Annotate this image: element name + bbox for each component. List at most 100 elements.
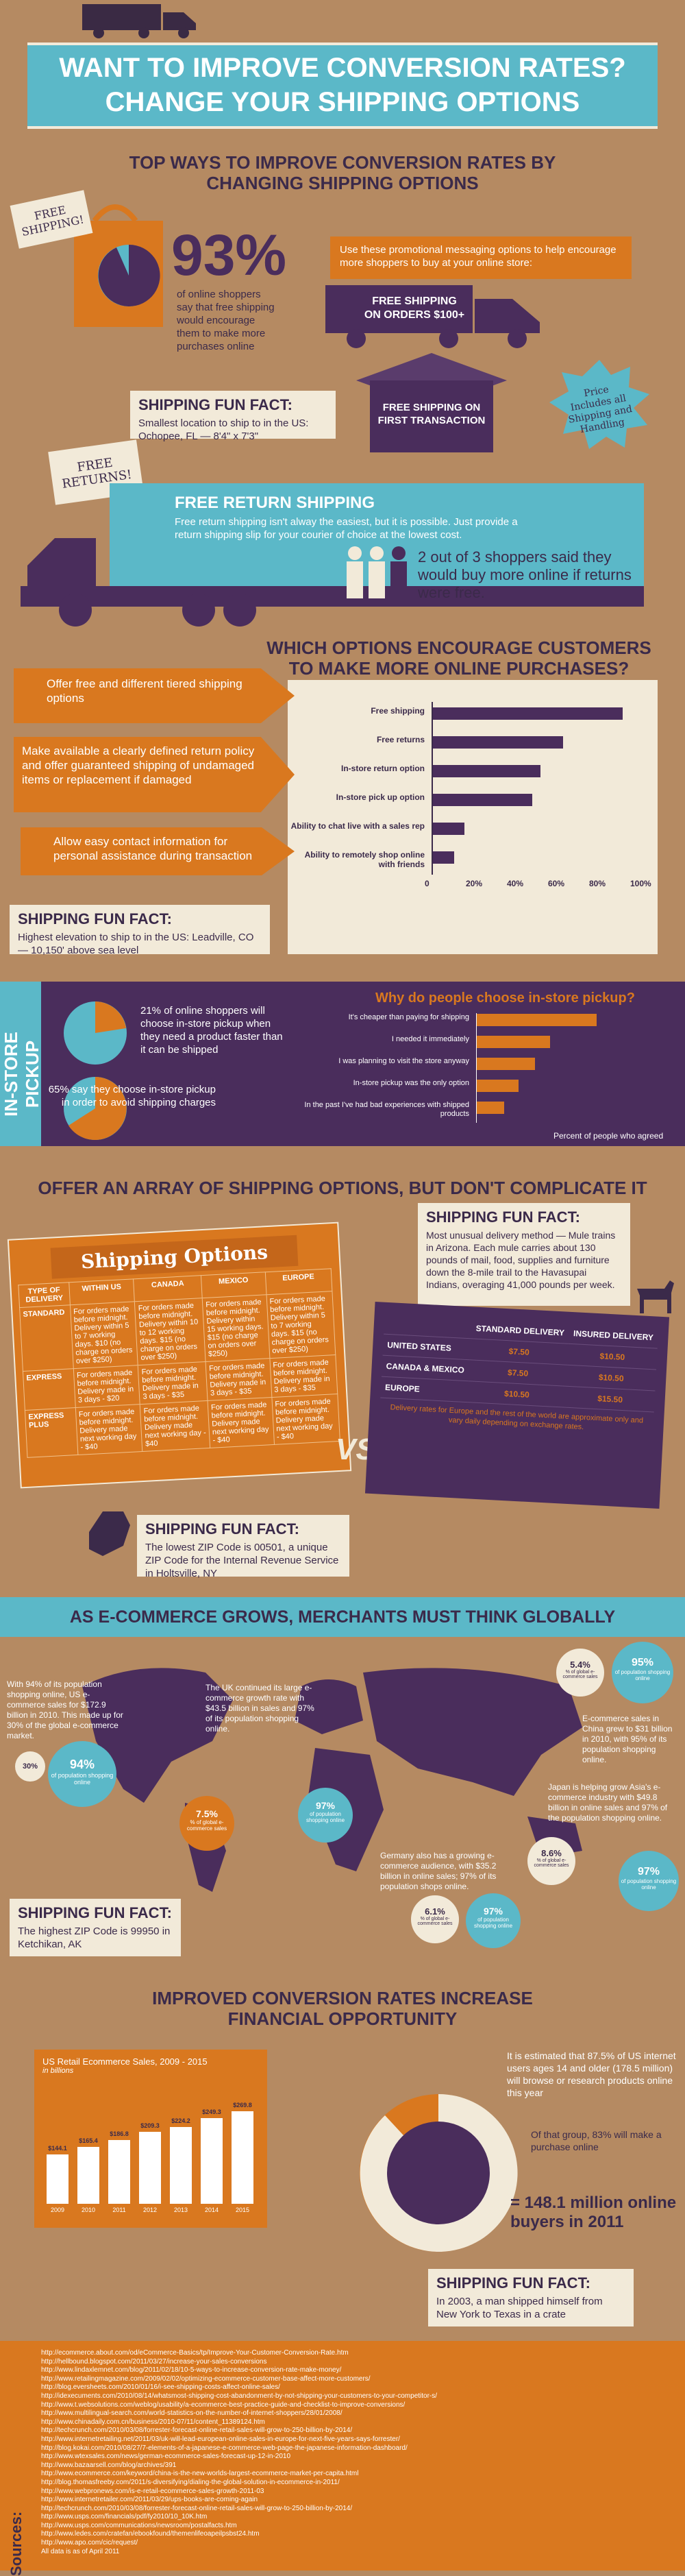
page-title-line1: WANT TO IMPROVE CONVERSION RATES? bbox=[59, 53, 626, 83]
source-link[interactable]: http://www.t.websolutions.com/weblog/usa… bbox=[41, 2401, 406, 2409]
new-york-icon bbox=[82, 1505, 137, 1559]
financial-stat-2: Of that group, 83% will make a purchase … bbox=[531, 2129, 662, 2152]
japan-pct1-badge: 8.6% % of global e-commerce sales bbox=[527, 1837, 575, 1885]
options-tick-label: 40% bbox=[507, 879, 524, 888]
source-link[interactable]: http://www.usps.com/financials/pdf/fy201… bbox=[41, 2513, 208, 2521]
germany-pct2-badge: 97% of population shopping online bbox=[466, 1893, 521, 1948]
sales-year-label: 2014 bbox=[204, 2207, 219, 2213]
fun-fact-4: SHIPPING FUN FACT: The lowest ZIP Code i… bbox=[137, 1515, 349, 1579]
options-tip-1: Offer free and different tiered shipping… bbox=[14, 668, 295, 723]
options-bar bbox=[432, 851, 454, 864]
options-bar bbox=[432, 707, 623, 720]
instore-category-label: I was planning to visit the store anyway bbox=[338, 1057, 469, 1065]
sales-value-label: $269.8 bbox=[233, 2102, 252, 2109]
truck-icon bbox=[82, 4, 196, 38]
options-category-label: Free shipping bbox=[371, 706, 425, 716]
options-tip-2: Make available a clearly defined return … bbox=[14, 737, 295, 812]
sales-value-label: $144.1 bbox=[48, 2144, 67, 2152]
options-bar bbox=[432, 823, 464, 835]
fun-fact-5: SHIPPING FUN FACT: The highest ZIP Code … bbox=[10, 1899, 181, 1956]
sales-value-label: $165.4 bbox=[79, 2137, 98, 2145]
fun-fact-2: SHIPPING FUN FACT: Highest elevation to … bbox=[10, 905, 270, 956]
sales-value-label: $249.3 bbox=[202, 2109, 221, 2116]
source-link[interactable]: http://www.bazaarsell.com/blog/archives/… bbox=[41, 2461, 177, 2469]
source-link[interactable]: http://idexecuments.com/2010/08/14/whats… bbox=[41, 2392, 438, 2400]
source-link[interactable]: http://www.chinadaily.com.cn/business/20… bbox=[41, 2418, 265, 2426]
shipping-options-card: Shipping Options TYPE OF DELIVERY WITHIN … bbox=[7, 1222, 352, 1489]
sales-bar bbox=[201, 2118, 223, 2204]
instore-question: Why do people choose in-store pickup? bbox=[375, 991, 635, 1006]
instore-side: IN-STORE PICKUP bbox=[0, 982, 42, 1146]
promo-intro-box: Use these promotional messaging options … bbox=[330, 236, 632, 279]
shopping-bag bbox=[60, 186, 170, 330]
source-link[interactable]: http://techcrunch.com/2010/03/08/forrest… bbox=[41, 2427, 353, 2435]
top-truck-silhouette bbox=[82, 0, 199, 40]
options-category-label: Ability to chat live with a sales rep bbox=[290, 821, 425, 831]
delivery-rates-card: STANDARD DELIVERY INSURED DELIVERY UNITED… bbox=[364, 1301, 670, 1509]
source-link[interactable]: http://www.webpronews.com/is-e-retail-ec… bbox=[41, 2487, 264, 2495]
sources-label: Sources: bbox=[8, 2511, 25, 2576]
donut-chart bbox=[356, 2091, 521, 2255]
fun-fact-1: SHIPPING FUN FACT: Smallest location to … bbox=[130, 391, 336, 442]
top-ways-heading: TOP WAYS TO IMPROVE CONVERSION RATES BY … bbox=[129, 152, 556, 193]
options-tick-label: 0 bbox=[425, 879, 429, 888]
options-axis bbox=[432, 702, 433, 875]
sales-bar bbox=[232, 2111, 253, 2204]
source-link[interactable]: http://www.lindaxlemnet.com/blog/2011/02… bbox=[41, 2366, 342, 2374]
pie-65-percent bbox=[63, 1076, 127, 1141]
instore-category-label: In-store pickup was the only option bbox=[353, 1079, 469, 1087]
donut-icon bbox=[360, 2093, 518, 2252]
sales-year-label: 2012 bbox=[142, 2207, 158, 2213]
source-link[interactable]: http://www.internetretailer.com/2011/03/… bbox=[41, 2496, 258, 2504]
source-link[interactable]: http://www.ecommerce.com/keyword/china-i… bbox=[41, 2470, 359, 2478]
source-link[interactable]: http://www.internetretailing.net/2011/03… bbox=[41, 2435, 400, 2443]
sales-year-label: 2013 bbox=[173, 2207, 188, 2213]
source-link[interactable]: http://ecommerce.about.com/od/eCommerce-… bbox=[41, 2349, 349, 2357]
source-link[interactable]: http://www.wtexsales.com/news/german-eco… bbox=[41, 2453, 291, 2461]
source-link[interactable]: http://www.usps.com/communications/newsr… bbox=[41, 2521, 237, 2529]
returns-title: FREE RETURN SHIPPING bbox=[175, 494, 375, 512]
china-text: E-commerce sales in China grew to $31 bi… bbox=[582, 1714, 673, 1764]
source-link[interactable]: All data is as of April 2011 bbox=[41, 2547, 120, 2555]
array-heading: OFFER AN ARRAY OF SHIPPING OPTIONS, BUT … bbox=[38, 1178, 647, 1198]
instore-category-label: In the past I've had bad experiences wit… bbox=[304, 1101, 469, 1118]
options-category-label: In-store pick up option bbox=[336, 792, 425, 802]
sales-bar bbox=[170, 2126, 192, 2204]
instore-bar bbox=[476, 1080, 519, 1092]
source-link[interactable]: http://blog.thomasfreeby.com/2011/s-dive… bbox=[41, 2478, 340, 2486]
japan-text: Japan is helping grow Asia's e-commerce … bbox=[548, 1782, 668, 1823]
instore-axis bbox=[476, 1013, 477, 1123]
pie-icon bbox=[64, 1077, 127, 1140]
us-pct1: 30% bbox=[15, 1751, 45, 1782]
instore-category-label: It's cheaper than paying for shipping bbox=[348, 1013, 469, 1021]
source-link[interactable]: http://hellbound.blogspot.com/2011/03/27… bbox=[41, 2357, 267, 2366]
source-link[interactable]: http://blog.kokai.com/2010/08/27/7-eleme… bbox=[41, 2444, 408, 2452]
options-bar bbox=[432, 736, 563, 749]
options-category-label: In-store return option bbox=[341, 764, 425, 773]
options-tick-label: 60% bbox=[548, 879, 565, 888]
source-link[interactable]: http://www.ledes.com/cratefan/ebookfound… bbox=[41, 2530, 260, 2538]
page-title-line2: CHANGE YOUR SHIPPING OPTIONS bbox=[105, 87, 580, 117]
options-tip-3: Allow easy contact information for perso… bbox=[21, 827, 295, 875]
instore-bar-chart: It's cheaper than paying for shipping I n… bbox=[295, 1013, 664, 1130]
truck-promo-text: FREE SHIPPING ON ORDERS $100+ bbox=[364, 295, 465, 321]
japan-pct2-badge: 97% of population shopping online bbox=[619, 1851, 679, 1911]
source-link[interactable]: http://blog.eversheets.com/2010/01/16/i-… bbox=[41, 2383, 280, 2392]
uk-pct2-badge: 97% of population shopping online bbox=[298, 1788, 353, 1843]
germany-text: Germany also has a growing e-commerce au… bbox=[380, 1851, 497, 1891]
starburst-icon bbox=[549, 360, 649, 449]
sales-value-label: $224.2 bbox=[171, 2117, 190, 2124]
fun-fact-6: SHIPPING FUN FACT: In 2003, a man shippe… bbox=[428, 2269, 634, 2326]
instore-category-label: I needed it immediately bbox=[391, 1035, 469, 1043]
delivery-rates-table: STANDARD DELIVERY INSURED DELIVERY UNITED… bbox=[380, 1313, 659, 1413]
instore-axis-title: Percent of people who agreed bbox=[553, 1131, 664, 1141]
sales-value-label: $186.8 bbox=[110, 2130, 129, 2137]
source-link[interactable]: http://www.retailingmagazine.com/2009/02… bbox=[41, 2374, 371, 2383]
source-link[interactable]: http://www.apo.com/cic/request/ bbox=[41, 2539, 138, 2547]
source-link[interactable]: http://www.multilingual-search.com/world… bbox=[41, 2409, 342, 2418]
sources-list: http://ecommerce.about.com/od/eCommerce-… bbox=[41, 2349, 671, 2556]
source-link[interactable]: http://techcrunch.com/2010/03/08/forrest… bbox=[41, 2504, 353, 2512]
options-bar bbox=[432, 765, 540, 777]
instore-bar bbox=[476, 1058, 536, 1070]
instore-bar bbox=[476, 1014, 597, 1026]
